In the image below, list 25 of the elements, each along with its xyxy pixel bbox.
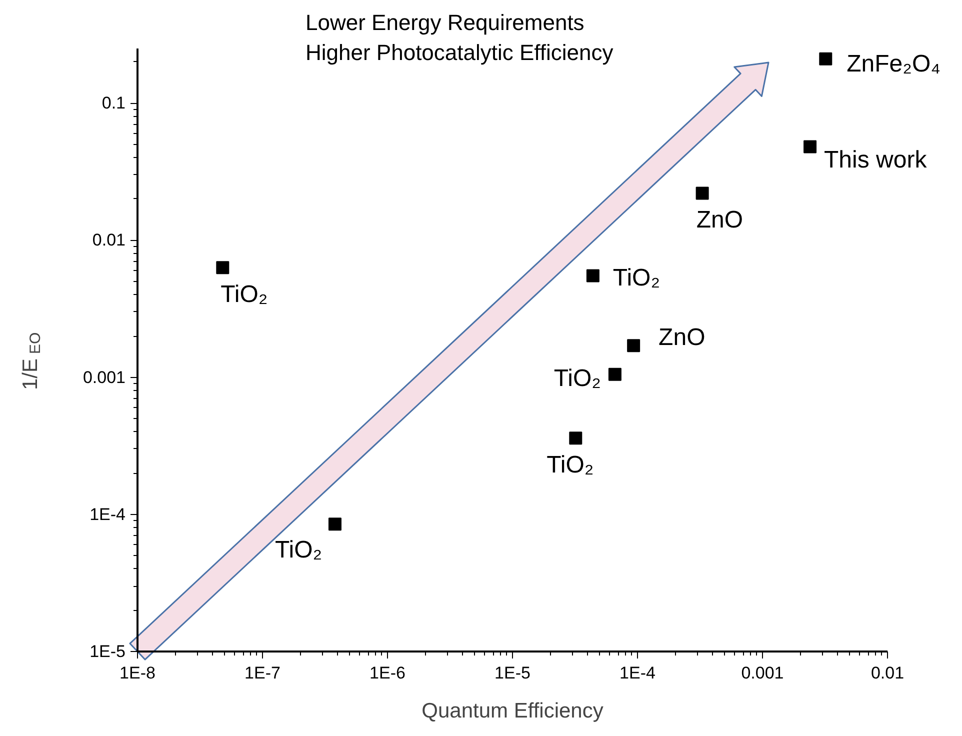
x-tick-label: 1E-4 [620, 664, 656, 682]
annotation: TiO₂ [274, 536, 322, 564]
annotation: TiO₂ [554, 364, 601, 392]
x-tick-label: 1E-8 [120, 664, 156, 682]
annotation: Higher Photocatalytic Efficiency [306, 40, 614, 65]
y-tick-label: 0.1 [102, 94, 126, 113]
y-axis-title: 1/EEO [19, 332, 44, 390]
x-tick-label: 1E-7 [244, 664, 280, 682]
annotation: ZnO [696, 206, 743, 234]
annotation: ZnFe₂O₄ [846, 50, 940, 78]
y-tick-label: 0.001 [82, 368, 126, 387]
annotation: TiO₂ [612, 264, 660, 292]
annotation: This work [824, 146, 928, 174]
y-tick-label: 0.01 [92, 230, 126, 250]
x-tick-label: 1E-6 [370, 664, 406, 682]
annotation: ZnO [658, 324, 706, 352]
y-tick-label: 1E-5 [90, 642, 126, 661]
annotation: TiO₂ [546, 452, 594, 479]
text: Lower Energy Requirements [306, 10, 584, 35]
x-tick-label: 0.001 [741, 664, 784, 682]
x-tick-label: 1E-5 [494, 664, 530, 682]
annotation: TiO₂ [220, 281, 268, 308]
x-tick-label: 0.01 [870, 664, 904, 682]
y-tick-label: 1E-4 [90, 504, 126, 524]
x-axis-title: Quantum Efficiency [422, 700, 604, 722]
